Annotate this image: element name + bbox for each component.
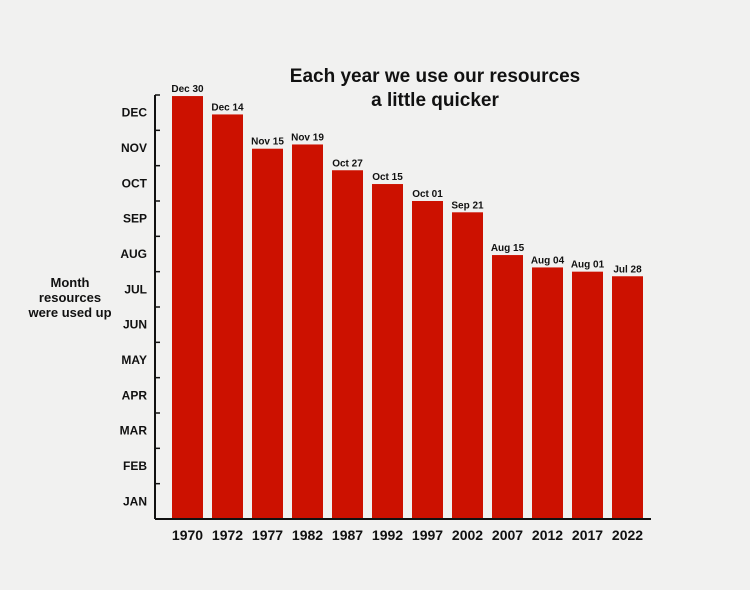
x-tick-label-1982: 1982 [292, 527, 323, 543]
y-tick-label-nov: NOV [121, 141, 147, 155]
x-tick-label-1997: 1997 [412, 527, 443, 543]
y-axis-label-line-3: were used up [27, 305, 111, 320]
bar-1972 [212, 114, 243, 519]
data-label-2017: Aug 01 [571, 260, 605, 271]
data-label-1970: Dec 30 [171, 84, 204, 95]
data-label-1977: Nov 15 [251, 137, 284, 148]
x-tick-label-2022: 2022 [612, 527, 643, 543]
y-tick-label-jul: JUL [124, 282, 147, 296]
data-label-2022: Jul 28 [613, 264, 642, 275]
y-tick-label-feb: FEB [123, 459, 147, 473]
bar-2002 [452, 212, 483, 519]
y-axis-label-line-1: Month [51, 275, 90, 290]
data-label-1987: Oct 27 [332, 158, 363, 169]
y-tick-label-may: MAY [121, 353, 147, 367]
data-label-1972: Dec 14 [211, 102, 244, 113]
x-tick-label-2002: 2002 [452, 527, 483, 543]
y-tick-label-apr: APR [122, 388, 148, 402]
y-tick-label-aug: AUG [120, 247, 147, 261]
y-tick-label-jan: JAN [123, 494, 147, 508]
bar-1982 [292, 144, 323, 519]
x-tick-label-2017: 2017 [572, 527, 603, 543]
bar-2022 [612, 276, 643, 519]
data-label-2007: Aug 15 [491, 243, 525, 254]
bar-2017 [572, 271, 603, 519]
x-tick-label-1970: 1970 [172, 527, 203, 543]
bar-1987 [332, 170, 363, 519]
bar-1997 [412, 201, 443, 519]
chart-title-line-1: Each year we use our resources [290, 66, 580, 87]
data-label-2002: Sep 21 [451, 200, 484, 211]
y-tick-label-jun: JUN [123, 318, 147, 332]
x-tick-label-1987: 1987 [332, 527, 363, 543]
x-tick-label-2007: 2007 [492, 527, 523, 543]
y-tick-label-oct: OCT [122, 176, 148, 190]
x-tick-label-1977: 1977 [252, 527, 283, 543]
bar-1977 [252, 148, 283, 519]
bar-2007 [492, 255, 523, 519]
bar-1970 [172, 96, 203, 519]
bar-2012 [532, 267, 563, 519]
data-label-1992: Oct 15 [372, 172, 403, 183]
plot-area: Dec 30 1970 Dec 14 1972 Nov 15 1977 Nov 19 1982… [120, 84, 651, 543]
y-tick-label-sep: SEP [123, 212, 147, 226]
x-tick-label-1992: 1992 [372, 527, 403, 543]
x-tick-label-1972: 1972 [212, 527, 243, 543]
y-tick-label-mar: MAR [120, 424, 148, 438]
y-axis-label-line-2: resources [39, 290, 101, 305]
x-tick-label-2012: 2012 [532, 527, 563, 543]
data-label-1982: Nov 19 [291, 132, 324, 143]
data-label-1997: Oct 01 [412, 189, 443, 200]
bar-1992 [372, 184, 403, 520]
data-label-2012: Aug 04 [531, 255, 565, 266]
chart-title-line-2: a little quicker [371, 90, 499, 111]
y-tick-label-dec: DEC [122, 106, 148, 120]
